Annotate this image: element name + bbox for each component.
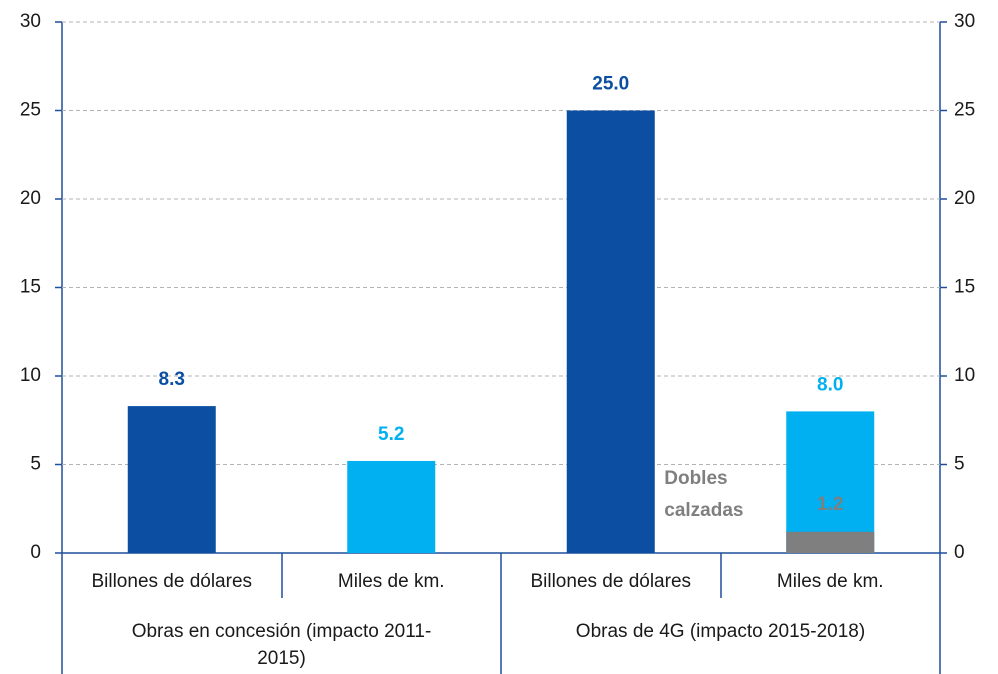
value-label: 8.0 [817, 374, 843, 395]
value-label: 8.3 [159, 369, 185, 390]
bar [786, 531, 875, 553]
group-label: Obras de 4G (impacto 2015-2018) [575, 621, 866, 642]
x-tick-label: Miles de km. [338, 571, 445, 592]
y2-tick-label: 30 [954, 11, 975, 32]
group-label-box: Obras de 4G (impacto 2015-2018) [575, 621, 866, 642]
bar [127, 406, 216, 553]
y2-tick-label: 0 [954, 542, 965, 563]
x-tick-label: Billones de dólares [530, 571, 691, 592]
y-tick-label: 10 [20, 365, 41, 386]
annotation: Dobles calzadas [664, 467, 744, 521]
value-label: 1.2 [817, 494, 843, 515]
grid [62, 21, 940, 465]
group-label: Obras en concesión (impacto 2011-2015) [131, 621, 432, 669]
y-tick-label: 15 [20, 277, 41, 298]
y2-tick-label: 25 [954, 100, 975, 121]
y2-tick-label: 20 [954, 188, 975, 209]
y-tick-label: 20 [20, 188, 41, 209]
y-tick-label: 0 [30, 542, 41, 563]
x-tick-label: Miles de km. [777, 571, 884, 592]
y2-tick-label: 5 [954, 454, 965, 475]
y2-tick-label: 15 [954, 277, 975, 298]
y-tick-label: 25 [20, 100, 41, 121]
y-tick-label: 30 [20, 11, 41, 32]
x-tick-label: Billones de dólares [91, 571, 252, 592]
annotation-box: Dobles calzadas [664, 467, 744, 521]
value-label: 25.0 [592, 74, 629, 95]
bar [786, 411, 875, 553]
bar [347, 460, 436, 553]
y2-tick-label: 10 [954, 365, 975, 386]
group-label-box: Obras en concesión (impacto 2011-2015) [131, 621, 432, 669]
y-tick-label: 5 [30, 454, 41, 475]
bar [566, 110, 655, 553]
value-label: 5.2 [378, 424, 404, 445]
